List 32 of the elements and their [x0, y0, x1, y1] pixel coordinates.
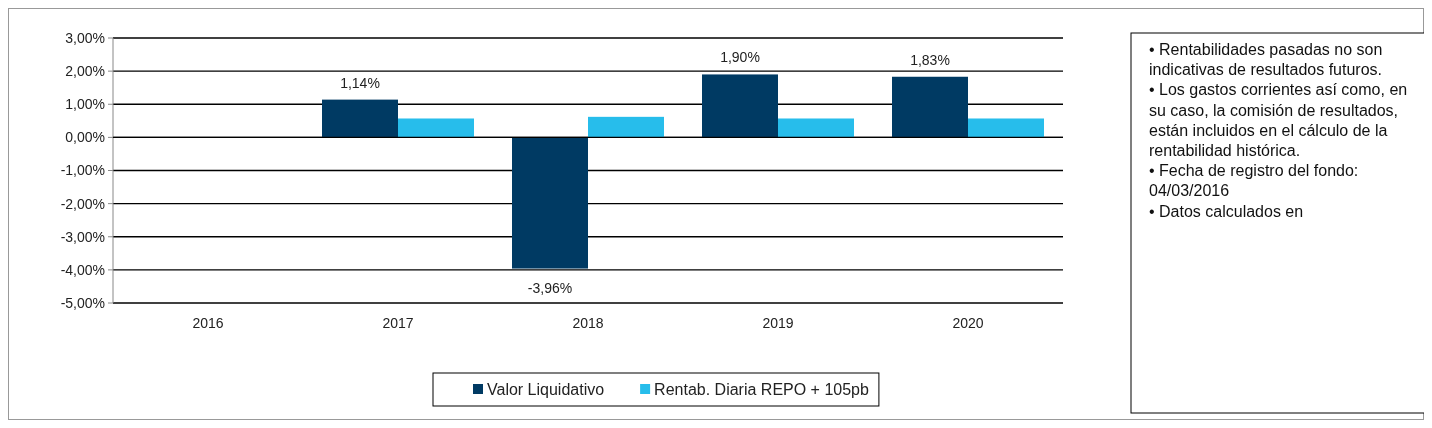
bar	[892, 76, 968, 138]
bar	[702, 74, 778, 138]
text: • Los gastos corrientes así como, en su caso, la comisión de resultados, están incluidos en el cálculo de la rentabilidad histórica.	[1149, 81, 1408, 159]
bar	[778, 118, 854, 138]
text: • Rentabilidades pasadas no son indicativas de resultados futuros.	[1149, 41, 1383, 79]
data-label: -3,96%	[527, 279, 573, 296]
bar	[512, 137, 588, 269]
x-tick-label: 2019	[762, 315, 794, 331]
legend-label: Valor Liquidativo	[487, 381, 605, 398]
y-tick-label: -4,00%	[60, 261, 105, 278]
bar	[588, 116, 664, 138]
x-tick-label: 2017	[382, 315, 414, 331]
y-tick-label: 1,00%	[65, 96, 105, 113]
x-tick-label: 2016	[192, 315, 224, 331]
data-label: 1,14%	[340, 74, 380, 91]
y-tick-label: 2,00%	[65, 63, 105, 80]
bar	[322, 99, 398, 138]
x-tick-label: 2018	[572, 315, 604, 331]
y-tick-label: -1,00%	[60, 162, 105, 179]
x-tick-label: 2020	[952, 315, 984, 331]
y-tick-label: -3,00%	[60, 228, 105, 245]
y-tick-label: -2,00%	[60, 195, 105, 212]
data-label: 1,90%	[720, 49, 760, 66]
bar	[968, 118, 1044, 138]
y-tick-label: 3,00%	[65, 29, 105, 46]
bar	[398, 118, 474, 138]
text: • Datos calculados en	[1149, 202, 1304, 220]
y-tick-label: -5,00%	[60, 294, 105, 311]
y-tick-label: 0,00%	[65, 129, 105, 146]
text: • Fecha de registro del fondo: 04/03/2016	[1149, 162, 1359, 200]
legend-label: Rentab. Diaria REPO + 105pb	[654, 381, 869, 398]
data-label: 1,83%	[910, 51, 950, 68]
